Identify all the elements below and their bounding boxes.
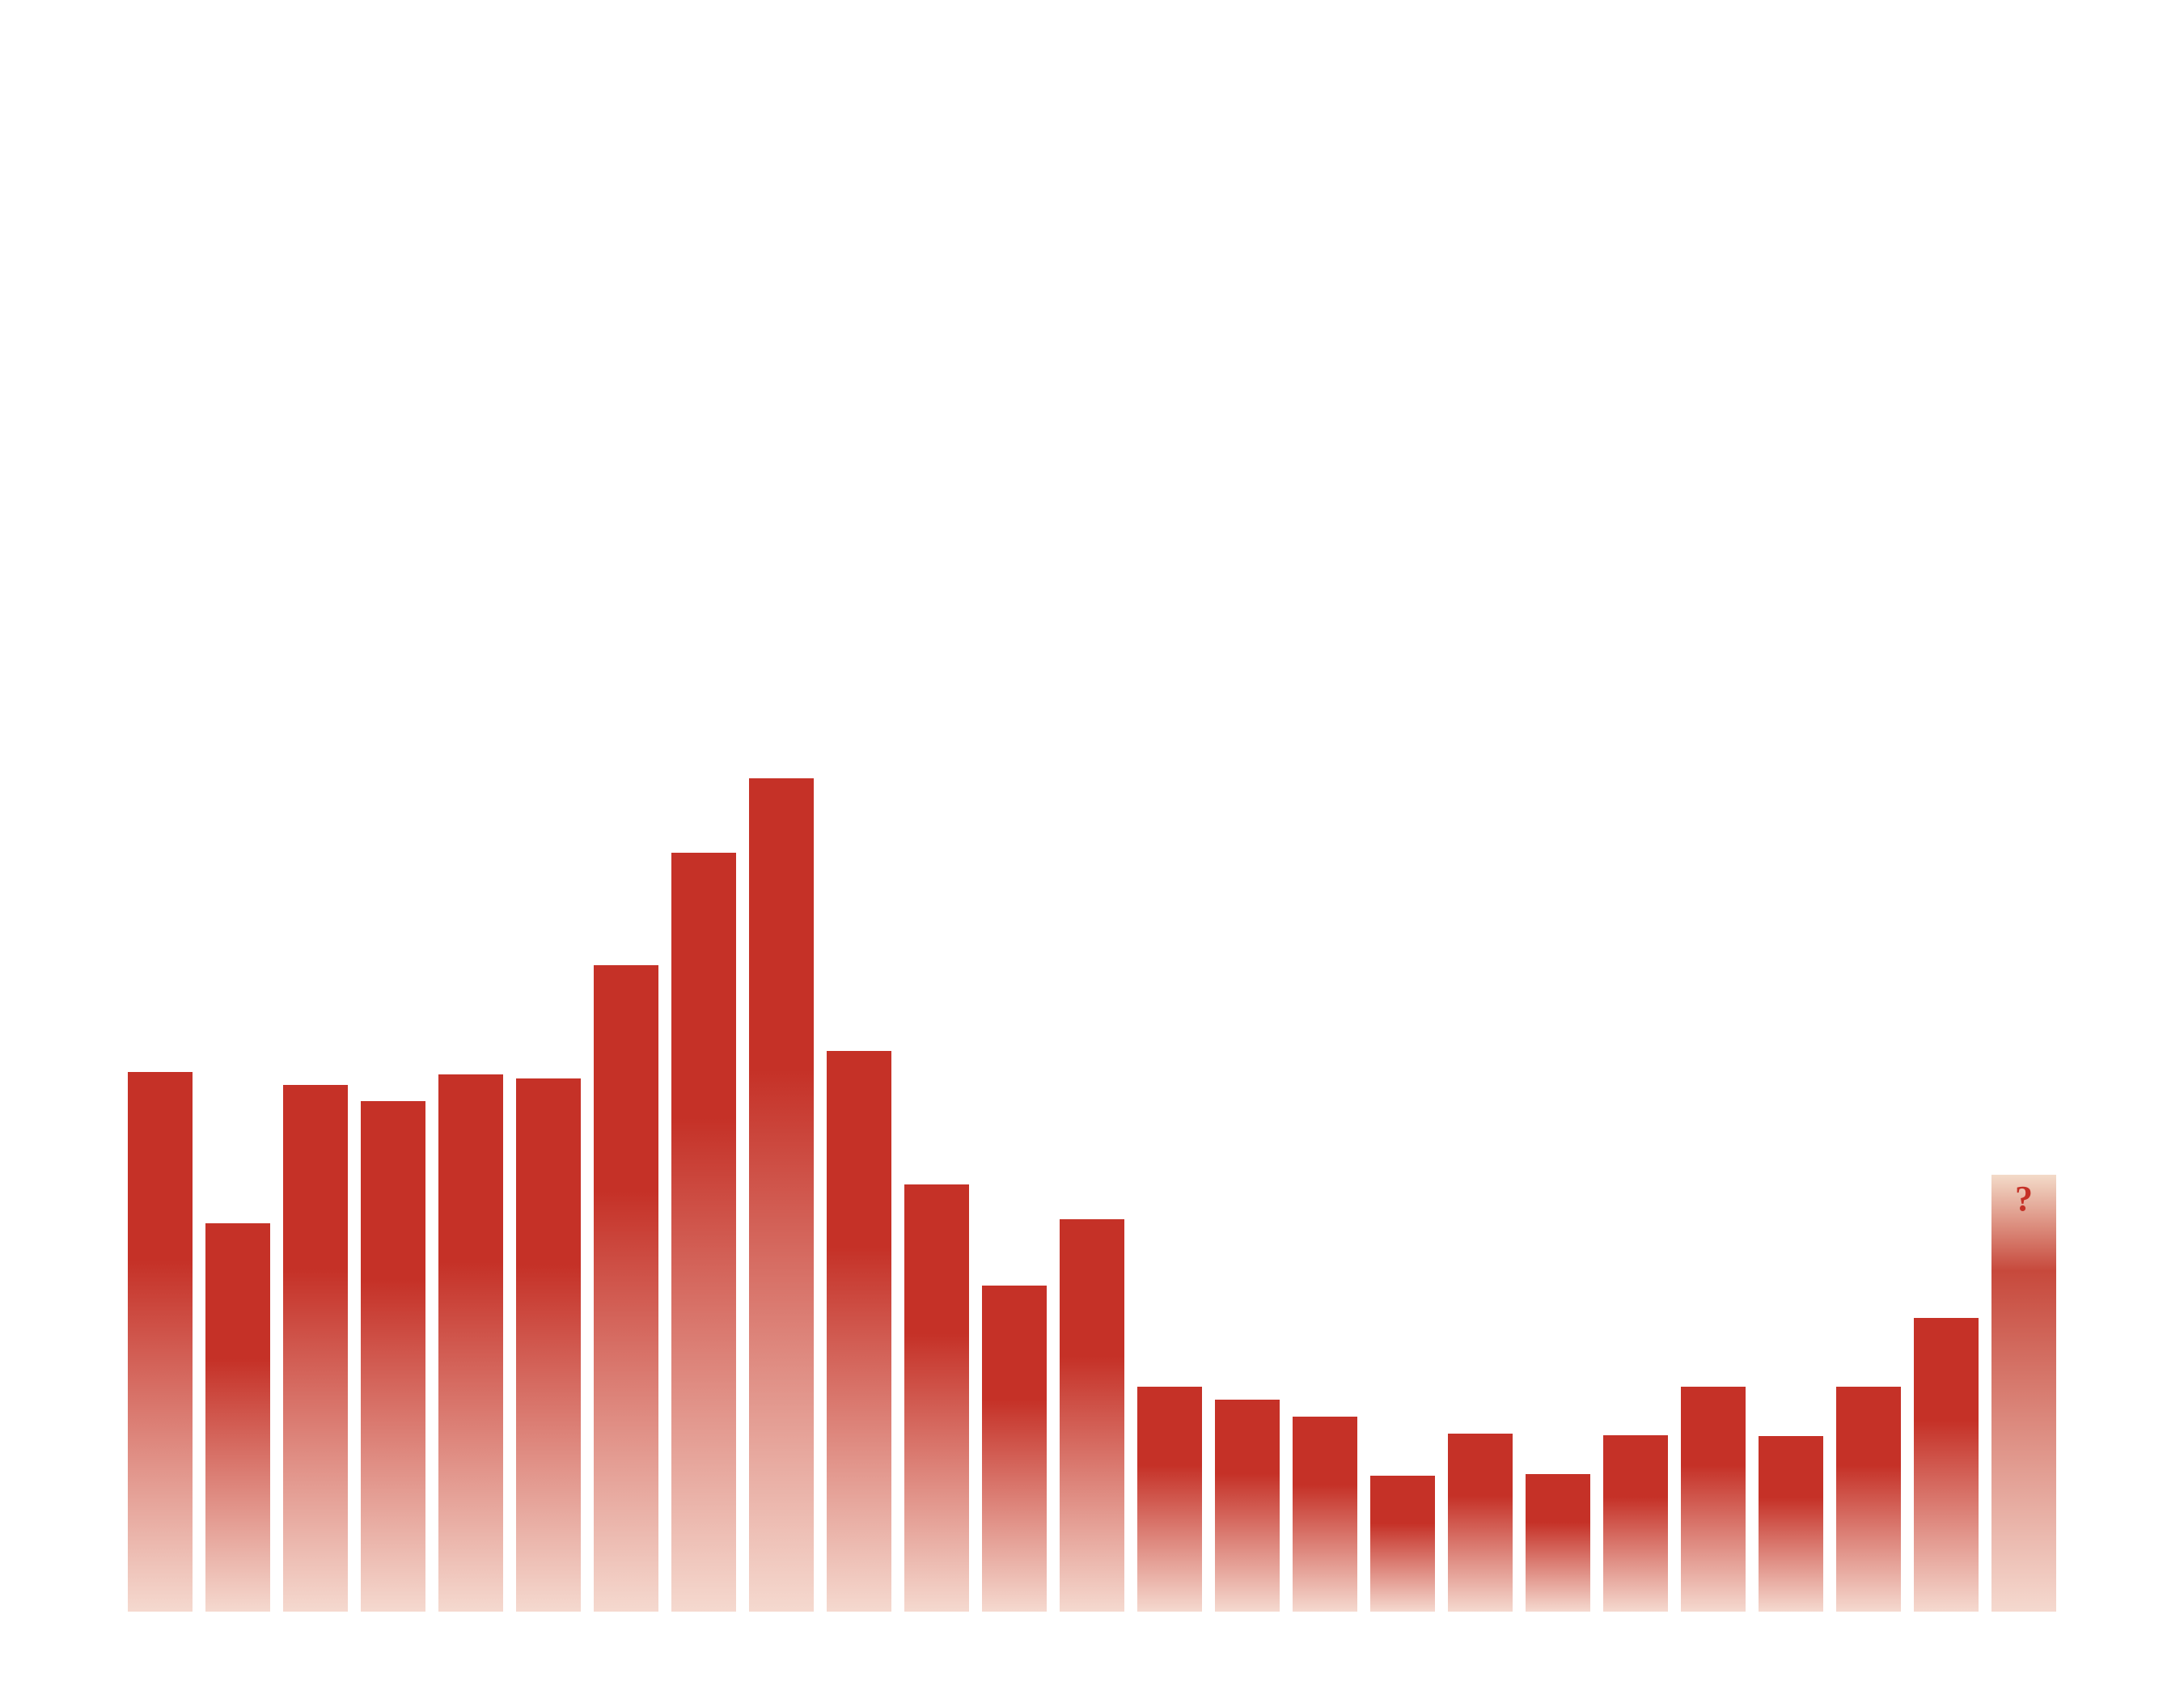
bar	[128, 1072, 193, 1612]
bar	[671, 853, 736, 1612]
mystery-bar: ?	[1991, 1175, 2056, 1612]
bar	[1603, 1435, 1668, 1612]
bar	[749, 778, 814, 1612]
bar	[1681, 1387, 1746, 1612]
bar	[516, 1078, 581, 1612]
bar	[361, 1101, 425, 1612]
bar	[283, 1085, 348, 1612]
bar	[1060, 1219, 1124, 1612]
bar	[827, 1051, 891, 1612]
bar	[438, 1074, 503, 1612]
bar	[1759, 1436, 1823, 1612]
mystery-label: ?	[1991, 1175, 2056, 1222]
bar	[1526, 1474, 1590, 1612]
bar	[205, 1223, 270, 1612]
bar	[1914, 1318, 1979, 1612]
bar	[594, 965, 658, 1612]
bar	[1370, 1476, 1435, 1612]
bar	[982, 1286, 1047, 1612]
bar	[1215, 1400, 1280, 1612]
bar	[1137, 1387, 1202, 1612]
bar	[1836, 1387, 1901, 1612]
bar	[904, 1184, 969, 1612]
bar-chart: ?	[128, 778, 2056, 1699]
bar	[1293, 1417, 1357, 1612]
bar	[1448, 1434, 1513, 1612]
